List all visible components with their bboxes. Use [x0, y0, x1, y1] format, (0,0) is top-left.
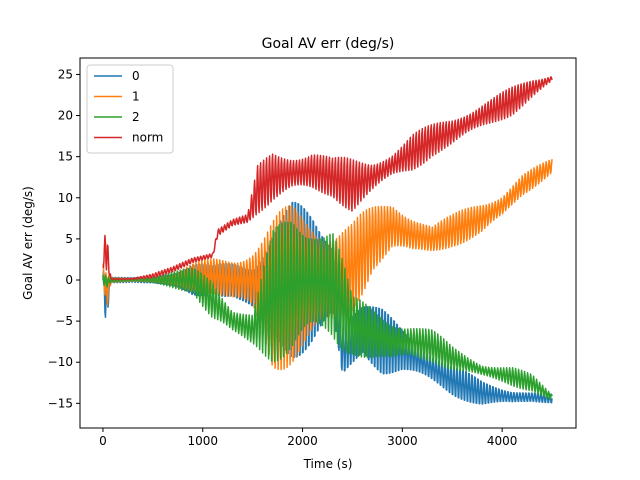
x-axis-label: Time (s)	[303, 457, 353, 471]
plot-frame	[79, 57, 577, 429]
legend-label-1: 1	[132, 90, 140, 104]
x-tick-label: 2000	[287, 434, 318, 448]
y-tick-label: 5	[65, 232, 73, 246]
y-axis: −15 −10 −5 0 5 10 15 20 25	[48, 67, 80, 410]
chart-title: Goal AV err (deg/s)	[262, 36, 395, 52]
legend: 0 1 2 norm	[86, 64, 174, 154]
y-tick-label: −10	[48, 355, 73, 369]
series-line-norm	[102, 76, 553, 281]
x-axis: 0 1000 2000 3000 4000	[99, 428, 517, 448]
legend-label-0: 0	[132, 69, 140, 83]
y-tick-label: 0	[65, 273, 73, 287]
plot-lines	[102, 76, 553, 405]
y-tick-label: 25	[58, 67, 73, 81]
y-tick-label: −15	[48, 396, 73, 410]
x-tick-label: 0	[99, 434, 107, 448]
y-tick-label: 15	[58, 150, 73, 164]
y-axis-label: Goal AV err (deg/s)	[21, 186, 35, 300]
series-line-2	[102, 221, 553, 401]
legend-label-2: 2	[132, 110, 140, 124]
y-tick-label: −5	[55, 314, 73, 328]
y-tick-label: 10	[58, 191, 73, 205]
y-tick-label: 20	[58, 109, 73, 123]
legend-label-norm: norm	[132, 131, 163, 145]
legend-frame	[86, 64, 174, 154]
x-tick-label: 4000	[487, 434, 518, 448]
x-tick-label: 1000	[187, 434, 218, 448]
x-tick-label: 3000	[387, 434, 418, 448]
